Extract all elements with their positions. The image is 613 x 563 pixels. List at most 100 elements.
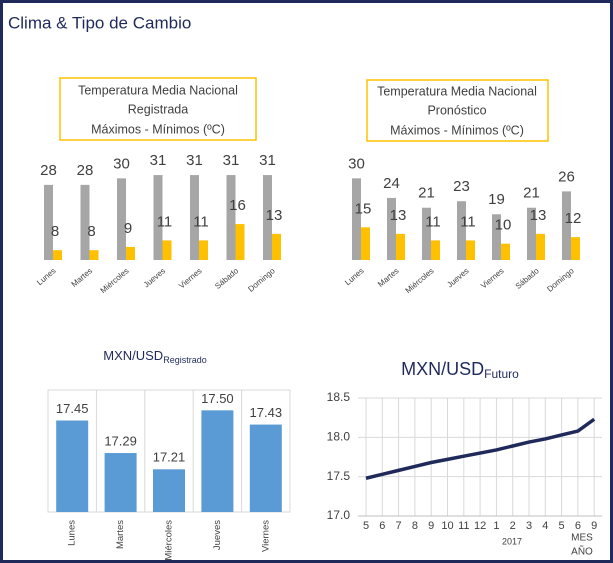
data-label: 8 [51,223,59,240]
x-tick-label: 11 [458,520,469,532]
bar [492,214,501,260]
data-label: 31 [186,152,203,169]
y-tick-label: 18.0 [327,430,351,444]
bar [527,207,536,260]
chart-title: Pronóstico [427,103,486,117]
x-tick-label: 6 [379,520,385,532]
chart-title: Temperatura Media Nacional [78,83,238,97]
data-label: 15 [355,200,372,217]
bar [117,178,126,260]
x-tick-label: Martes [115,520,126,549]
data-label: 13 [390,207,407,224]
title-box [366,79,549,142]
x-tick-label: Jueves [212,520,223,550]
x-tick-label: 9 [591,520,597,532]
bar [272,233,281,260]
data-label: 12 [565,210,582,227]
x-tick-label: 6 [575,520,581,532]
y-tick-label: 17.5 [327,469,351,483]
bar [235,224,245,260]
data-label: 31 [259,152,276,169]
data-label: 10 [495,217,512,234]
chart-title: MXN/USDFuturo [401,359,519,381]
data-label: 26 [558,168,575,185]
x-group-label: 2017 [502,536,522,546]
data-label: 17.29 [104,433,137,448]
data-label: 24 [383,175,400,192]
title-box [59,77,257,141]
bar [56,420,89,512]
line-series [365,417,596,480]
bar [126,246,135,260]
bar [249,424,282,512]
x-tick-label: 5 [363,520,369,532]
data-label: 11 [157,213,173,230]
bar [44,184,53,260]
bar [431,240,440,260]
bar [190,175,199,260]
y-tick-label: 17.0 [327,508,351,522]
x-tick-label: 2 [510,520,516,532]
data-label: 21 [418,185,435,202]
bar [89,250,99,260]
data-label: 11 [193,213,209,230]
data-label: 28 [40,162,57,179]
x-axis-title: AÑO [571,545,593,558]
chart-subtitle: Máximos - Mínimos (ºC) [91,122,225,136]
bar [153,175,163,260]
bar [104,453,137,512]
data-label: 16 [229,197,246,214]
data-label: 23 [453,178,470,195]
bar [226,175,236,260]
bar [536,233,545,260]
data-label: 11 [460,213,476,230]
data-label: 17.50 [201,391,234,406]
data-label: 31 [150,152,167,169]
data-label: 28 [77,162,94,179]
bar [457,201,466,260]
title-main: MXN/USD [103,348,163,363]
x-tick-label: 12 [474,520,486,532]
bar [562,191,571,260]
x-tick-label: 1 [493,520,499,532]
data-label: 30 [113,155,130,172]
x-tick-label: 5 [559,520,565,532]
bar [201,410,234,512]
y-tick-label: 18.5 [327,390,351,404]
chart-title: MXN/USDRegistrado [103,348,206,365]
data-label: 30 [348,155,365,172]
title-sub: Futuro [484,367,519,381]
title-sub: Registrado [163,355,207,365]
x-tick-label: Miércoles [164,520,175,561]
bar [162,240,172,260]
x-tick-label: 7 [396,520,402,532]
chart-title: Temperatura Media Nacional [377,84,537,98]
bar [571,237,580,260]
chart-subtitle: Máximos - Mínimos (ºC) [390,123,524,137]
bar [263,175,272,260]
title-main: MXN/USD [401,359,484,379]
bar [153,469,185,512]
data-label: 17.21 [153,450,186,465]
data-label: 8 [87,223,95,240]
data-label: 31 [223,152,240,169]
bar [387,197,396,260]
x-tick-label: 9 [428,520,434,532]
data-label: 13 [530,207,547,224]
x-tick-label: 4 [542,520,548,532]
x-tick-label: 3 [526,520,532,532]
bar [352,178,361,260]
data-label: 21 [523,185,540,202]
x-tick-label: Viernes [260,520,271,552]
data-label: 9 [124,220,132,237]
x-tick-label: 10 [441,520,453,532]
bar [80,184,90,260]
bar [501,243,510,260]
data-label: 19 [488,191,505,208]
bar [466,240,475,260]
data-label: 11 [425,213,441,230]
bar [396,233,405,260]
x-tick-label: Lunes [67,520,78,546]
